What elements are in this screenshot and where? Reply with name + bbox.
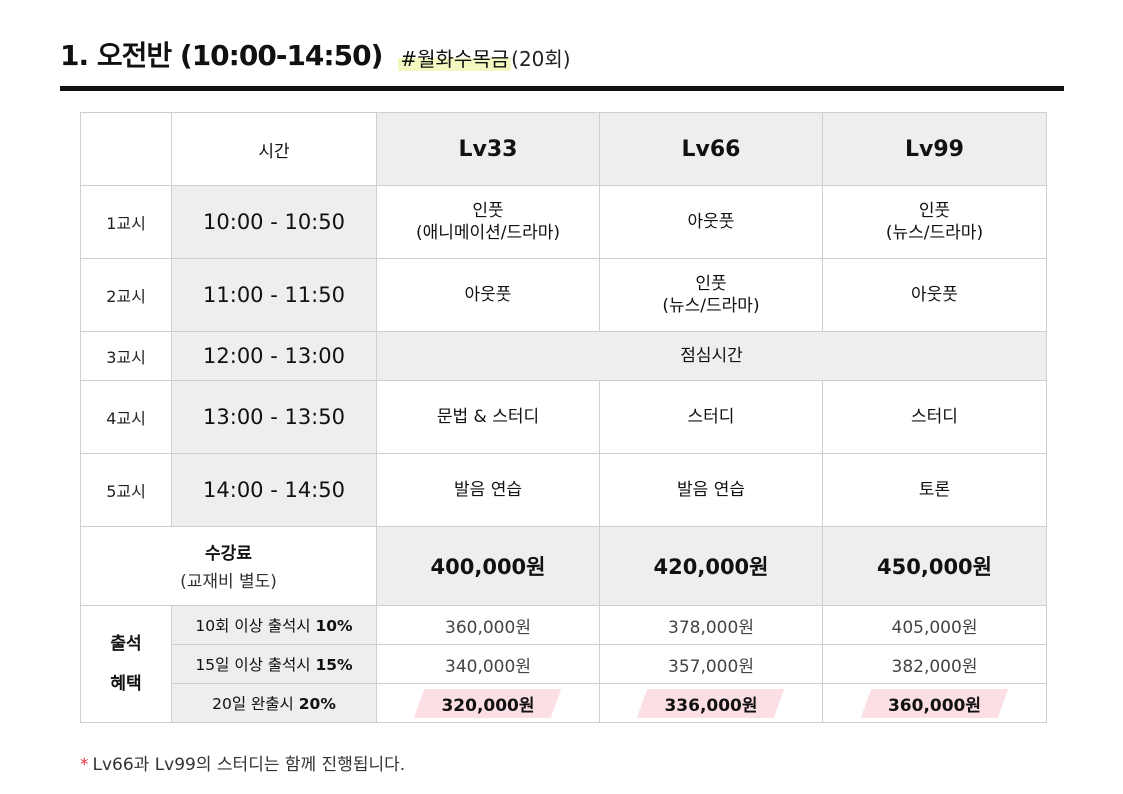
fee-row: 수강료 (교재비 별도) 400,000원 420,000원 450,000원: [80, 526, 1047, 606]
fee-label: 수강료: [205, 543, 252, 564]
condition-text: 10회 이상 출석시: [195, 617, 311, 635]
discount-condition: 10회 이상 출석시 10%: [171, 605, 377, 645]
class-cell: 발음 연습: [599, 453, 823, 527]
best-price-cell: 360,000원: [822, 683, 1047, 723]
discount-row: 출석 혜택 10회 이상 출석시 10% 360,000원 378,000원 4…: [80, 605, 1047, 723]
period-time: 13:00 - 13:50: [171, 380, 377, 454]
period-row: 3교시 12:00 - 13:00 점심시간: [80, 331, 1047, 381]
section-title: 1. 오전반 (10:00-14:50): [60, 39, 383, 72]
period-row: 4교시 13:00 - 13:50 문법 & 스터디 스터디 스터디: [80, 380, 1047, 454]
period-label: 5교시: [80, 453, 172, 527]
benefit-label-line2: 혜택: [110, 674, 142, 694]
class-title: 인풋: [472, 201, 504, 221]
header-divider: [60, 86, 1064, 91]
class-cell: 문법 & 스터디: [376, 380, 600, 454]
corner-cell: [80, 112, 172, 186]
best-price-highlight: 360,000원: [866, 689, 1003, 718]
level-header: Lv99: [822, 112, 1047, 186]
best-price-highlight: 320,000원: [419, 689, 556, 718]
level-header: Lv33: [376, 112, 600, 186]
discount-price: 360,000원: [376, 605, 600, 645]
fee-label-cell: 수강료 (교재비 별도): [80, 526, 377, 606]
class-title: 인풋: [695, 274, 727, 294]
period-time: 14:00 - 14:50: [171, 453, 377, 527]
class-detail: (애니메이션/드라마): [415, 223, 561, 243]
class-cell: 인풋 (뉴스/드라마): [822, 185, 1047, 259]
discount-price: 382,000원: [822, 644, 1047, 684]
best-price: 320,000원: [441, 695, 535, 716]
best-price-cell: 336,000원: [599, 683, 823, 723]
period-row: 2교시 11:00 - 11:50 아웃풋 인풋 (뉴스/드라마) 아웃풋: [80, 258, 1047, 332]
level-header: Lv66: [599, 112, 823, 186]
discount-percent: 10%: [315, 617, 353, 635]
class-title: 아웃풋: [464, 285, 512, 305]
discount-percent: 20%: [298, 695, 336, 713]
footnote-text: Lv66과 Lv99의 스터디는 함께 진행됩니다.: [92, 755, 406, 775]
period-time: 12:00 - 13:00: [171, 331, 377, 381]
class-detail: (뉴스/드라마): [885, 223, 984, 243]
fee-value: 450,000원: [822, 526, 1047, 606]
period-row: 5교시 14:00 - 14:50 발음 연습 발음 연습 토론: [80, 453, 1047, 527]
discount-price: 340,000원: [376, 644, 600, 684]
fee-note: (교재비 별도): [180, 571, 277, 592]
class-title: 아웃풋: [687, 212, 735, 232]
schedule-table: 시간 Lv33 Lv66 Lv99 1교시 10:00 - 10:50 인풋 (애…: [80, 112, 1047, 723]
lunch-cell: 점심시간: [376, 331, 1047, 381]
class-cell: 스터디: [599, 380, 823, 454]
period-label: 3교시: [80, 331, 172, 381]
discount-price: 357,000원: [599, 644, 823, 684]
class-cell: 아웃풋: [822, 258, 1047, 332]
period-row: 1교시 10:00 - 10:50 인풋 (애니메이션/드라마) 아웃풋 인풋 (뉴…: [80, 185, 1047, 259]
discount-percent: 15%: [315, 656, 353, 674]
discount-price: 378,000원: [599, 605, 823, 645]
class-title: 인풋: [918, 201, 951, 221]
period-time: 11:00 - 11:50: [171, 258, 377, 332]
table-header-row: 시간 Lv33 Lv66 Lv99: [80, 112, 1047, 186]
best-price: 336,000원: [664, 695, 758, 716]
best-price-cell: 320,000원: [376, 683, 600, 723]
class-cell: 토론: [822, 453, 1047, 527]
discount-condition: 20일 완출시 20%: [171, 683, 377, 723]
benefit-label-cell: 출석 혜택: [80, 605, 172, 723]
class-cell: 인풋 (애니메이션/드라마): [376, 185, 600, 259]
schedule-tag: #월화수목금 (20회): [398, 43, 571, 74]
class-cell: 아웃풋: [599, 185, 823, 259]
class-cell: 발음 연습: [376, 453, 600, 527]
period-label: 4교시: [80, 380, 172, 454]
footnote: * Lv66과 Lv99의 스터디는 함께 진행됩니다.: [80, 750, 405, 775]
section-header: 1. 오전반 (10:00-14:50) #월화수목금 (20회): [60, 30, 571, 74]
best-price-highlight: 336,000원: [642, 689, 779, 718]
class-cell: 인풋 (뉴스/드라마): [599, 258, 823, 332]
condition-text: 20일 완출시: [212, 695, 294, 713]
fee-value: 400,000원: [376, 526, 600, 606]
condition-text: 15일 이상 출석시: [195, 656, 311, 674]
class-title: 아웃풋: [911, 285, 958, 305]
discount-condition: 15일 이상 출석시 15%: [171, 644, 377, 684]
period-time: 10:00 - 10:50: [171, 185, 377, 259]
period-label: 1교시: [80, 185, 172, 259]
discount-row: 15일 이상 출석시 15% 340,000원 357,000원 382,000…: [81, 644, 1047, 684]
class-detail: (뉴스/드라마): [662, 296, 760, 316]
best-price: 360,000원: [887, 695, 982, 716]
fee-value: 420,000원: [599, 526, 823, 606]
asterisk-icon: *: [80, 755, 89, 775]
class-cell: 스터디: [822, 380, 1047, 454]
discount-row: 20일 완출시 20% 320,000원 336,000원 360,000원: [81, 683, 1047, 723]
period-label: 2교시: [80, 258, 172, 332]
weekday-tag: #월화수목금: [398, 47, 512, 71]
session-count: (20회): [511, 47, 571, 71]
benefit-label-line1: 출석: [110, 634, 142, 654]
time-header: 시간: [171, 112, 377, 186]
discount-price: 405,000원: [822, 605, 1047, 645]
class-cell: 아웃풋: [376, 258, 600, 332]
